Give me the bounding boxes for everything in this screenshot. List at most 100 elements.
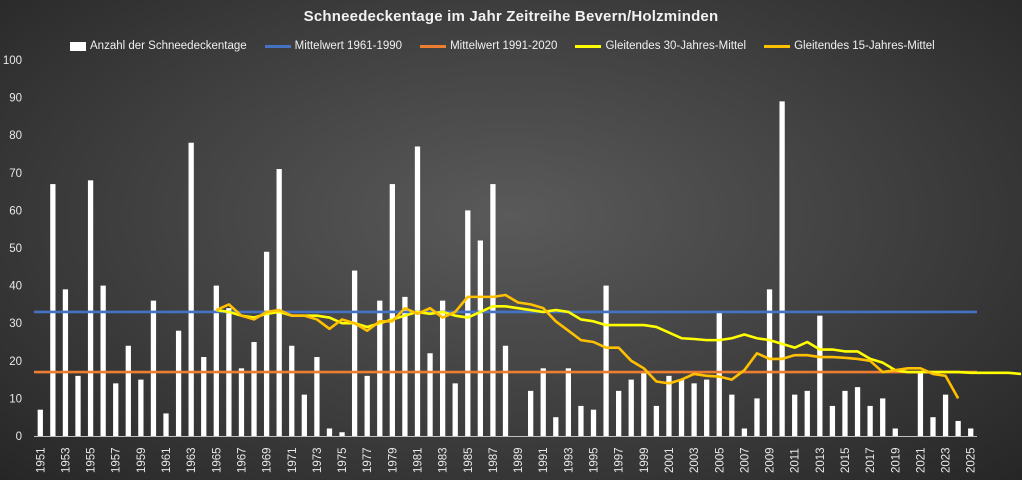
bar-1992 bbox=[553, 417, 559, 436]
y-tick-label: 90 bbox=[9, 93, 22, 105]
bar-2001 bbox=[666, 375, 672, 436]
bar-1979 bbox=[389, 184, 395, 436]
x-tick-label: 2007 bbox=[739, 447, 751, 473]
chart-title: Schneedeckentage im Jahr Zeitreihe Bever… bbox=[303, 8, 719, 25]
legend-item-mean-1961-1990: Mittelwert 1961-1990 bbox=[264, 40, 403, 52]
x-tick-label: 1989 bbox=[513, 447, 525, 473]
bar-2016 bbox=[854, 387, 861, 436]
bar-1957 bbox=[113, 383, 119, 436]
series-line-gleitendes-15-jahres-mittel bbox=[215, 293, 960, 400]
bar-1998 bbox=[628, 379, 634, 436]
x-tick-label: 1967 bbox=[236, 447, 248, 473]
bar-2011 bbox=[792, 394, 798, 436]
x-tick-label: 2005 bbox=[714, 447, 726, 473]
bar-2017 bbox=[867, 405, 873, 436]
bar-1984 bbox=[452, 383, 458, 436]
bar-1955 bbox=[87, 180, 94, 436]
bar-1973 bbox=[314, 357, 320, 436]
bar-1997 bbox=[616, 390, 622, 436]
y-tick-label: 40 bbox=[9, 281, 22, 293]
x-tick-label: 2003 bbox=[689, 447, 701, 473]
legend-swatch-mean-1961-1990 bbox=[264, 44, 291, 48]
bar-1964 bbox=[201, 357, 207, 436]
x-tick-label: 1957 bbox=[111, 447, 123, 473]
bar-1986 bbox=[477, 240, 483, 436]
x-tick-label: 2013 bbox=[815, 447, 827, 473]
x-tick-label: 2011 bbox=[790, 448, 802, 473]
bar-1995 bbox=[590, 409, 597, 436]
x-tick-label: 2015 bbox=[840, 447, 852, 473]
bar-1952 bbox=[50, 184, 56, 436]
legend-swatch-mean-1991-2020 bbox=[420, 44, 447, 48]
bar-1960 bbox=[150, 300, 157, 436]
bar-1977 bbox=[364, 375, 370, 436]
x-tick-label: 2021 bbox=[915, 447, 927, 473]
x-tick-label: 1951 bbox=[35, 447, 47, 473]
bar-1963 bbox=[188, 142, 194, 436]
legend-swatch-bars bbox=[70, 41, 86, 51]
x-tick-label: 2025 bbox=[966, 447, 978, 473]
bar-2022 bbox=[930, 417, 936, 436]
bar-1982 bbox=[427, 353, 433, 436]
bar-1988 bbox=[502, 345, 509, 436]
bar-1951 bbox=[37, 409, 43, 436]
x-tick-label: 1981 bbox=[412, 447, 424, 473]
bar-1981 bbox=[414, 146, 421, 437]
y-tick-label: 20 bbox=[9, 356, 22, 368]
y-tick-label: 30 bbox=[9, 318, 22, 330]
bar-2002 bbox=[678, 379, 685, 436]
y-tick-label: 60 bbox=[9, 205, 22, 217]
bar-1968 bbox=[251, 342, 257, 436]
bar-1983 bbox=[439, 300, 446, 436]
y-tick-label: 100 bbox=[3, 55, 22, 67]
bar-2000 bbox=[653, 405, 660, 436]
bar-1969 bbox=[263, 251, 270, 436]
y-tick-label: 0 bbox=[16, 431, 22, 443]
legend-item-moving-30: Gleitendes 30-Jahres-Mittel bbox=[575, 40, 746, 52]
legend-item-mean-1991-2020: Mittelwert 1991-2020 bbox=[420, 40, 557, 52]
y-tick-label: 50 bbox=[9, 243, 22, 255]
x-tick-label: 2019 bbox=[890, 447, 902, 473]
legend-swatch-moving-15 bbox=[764, 44, 791, 48]
bar-2005 bbox=[716, 311, 722, 436]
x-tick-label: 1995 bbox=[589, 447, 601, 473]
legend-item-moving-15: Gleitendes 15-Jahres-Mittel bbox=[764, 40, 935, 52]
y-tick-label: 70 bbox=[9, 168, 22, 180]
x-tick-label: 1973 bbox=[312, 447, 324, 473]
bar-1971 bbox=[289, 345, 295, 436]
bar-1965 bbox=[213, 285, 219, 436]
bar-2012 bbox=[804, 390, 810, 436]
bar-1959 bbox=[138, 379, 144, 436]
bar-2006 bbox=[729, 394, 735, 436]
bar-1972 bbox=[301, 394, 307, 436]
legend-label-moving-30: Gleitendes 30-Jahres-Mittel bbox=[605, 40, 747, 52]
bar-1974 bbox=[326, 428, 333, 436]
bar-2010 bbox=[779, 101, 785, 437]
bar-1953 bbox=[62, 289, 69, 436]
x-tick-label: 1965 bbox=[211, 447, 223, 473]
bar-2009 bbox=[766, 289, 773, 436]
x-tick-label: 1977 bbox=[362, 447, 374, 473]
x-tick-label: 1955 bbox=[86, 447, 98, 473]
bar-1996 bbox=[603, 285, 609, 436]
legend-label-bars: Anzahl der Schneedeckentage bbox=[90, 40, 247, 52]
bar-2007 bbox=[741, 428, 748, 436]
x-tick-label: 1975 bbox=[337, 447, 349, 473]
x-tick-label: 1983 bbox=[438, 447, 450, 473]
bar-2004 bbox=[704, 379, 710, 436]
legend: Anzahl der Schneedeckentage Mittelwert 1… bbox=[70, 38, 935, 54]
bar-2013 bbox=[817, 315, 823, 436]
x-tick-label: 1991 bbox=[538, 447, 550, 473]
bar-2003 bbox=[691, 383, 697, 436]
bar-1999 bbox=[641, 372, 647, 436]
bar-1991 bbox=[540, 368, 546, 436]
legend-label-mean-1961-1990: Mittelwert 1961-1990 bbox=[294, 40, 403, 52]
legend-item-bars: Anzahl der Schneedeckentage bbox=[70, 40, 247, 52]
bar-2024 bbox=[955, 420, 961, 436]
y-tick-label: 80 bbox=[9, 130, 22, 142]
x-tick-label: 1999 bbox=[639, 447, 651, 473]
bar-2008 bbox=[754, 398, 760, 436]
series-line-gleitendes-30-jahres-mittel bbox=[216, 304, 1022, 376]
x-tick-label: 1963 bbox=[186, 447, 198, 473]
